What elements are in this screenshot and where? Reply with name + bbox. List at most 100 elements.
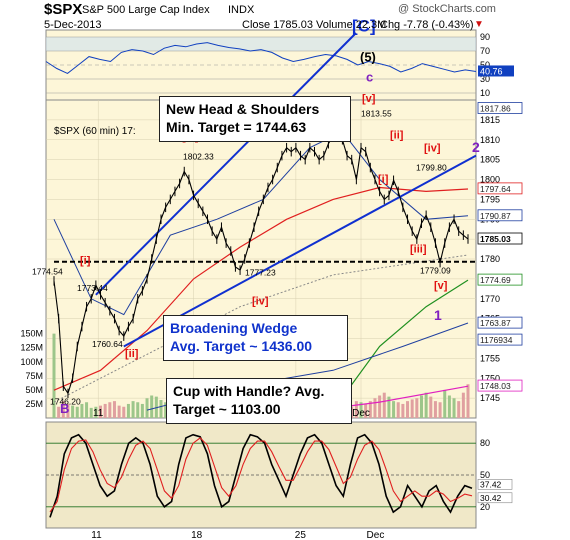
volume-bar xyxy=(99,405,103,418)
volume-bar xyxy=(466,384,470,418)
stochastic-right-badge-label: 30.42 xyxy=(480,493,502,503)
stochastic-x-tick-label: 18 xyxy=(191,530,203,540)
volume-bar xyxy=(52,333,56,418)
price-tick-label: 1805 xyxy=(480,155,500,165)
price-tick-label: 1745 xyxy=(480,393,500,403)
price-level-annotation: 1799.80 xyxy=(416,162,447,172)
price-right-badge xyxy=(477,232,523,245)
price-right-badge-label: 1763.87 xyxy=(480,318,511,328)
chart-volume: Volume 22.3M xyxy=(316,19,387,31)
price-right-badge-label: 1817.86 xyxy=(480,104,511,114)
price-level-annotation: 1774.54 xyxy=(32,266,63,276)
volume-tick-label: 75M xyxy=(25,371,43,381)
price-level-annotation: 1813.55 xyxy=(361,109,392,119)
volume-tick-label: 150M xyxy=(20,329,43,339)
price-level-annotation: 1760.64 xyxy=(92,339,123,349)
price-level-annotation: 1746.20 xyxy=(50,396,81,406)
elliott-wave-label: [i] xyxy=(80,255,91,267)
price-level-annotation: 1773.44 xyxy=(77,283,108,293)
volume-bar xyxy=(71,405,75,418)
volume-bar xyxy=(443,389,447,418)
elliott-wave-label: [ii] xyxy=(125,348,139,360)
volume-bar xyxy=(438,402,442,418)
price-tick-label: 1815 xyxy=(480,115,500,125)
volume-bar xyxy=(364,403,368,418)
price-right-badge-label: 1797.64 xyxy=(480,184,511,194)
volume-bar xyxy=(112,401,116,418)
price-tick-label: 1780 xyxy=(480,254,500,264)
rsi-overbought-band xyxy=(46,37,476,51)
price-level-annotation: 1802.33 xyxy=(183,152,214,162)
rsi-tick-label: 30 xyxy=(480,74,490,84)
chart-change: Chg -7.78 (-0.43%) xyxy=(380,19,474,31)
elliott-wave-label: (5) xyxy=(360,49,376,64)
volume-bar xyxy=(103,403,107,418)
dotted-channel-line xyxy=(53,254,469,403)
ma-green-line xyxy=(332,279,469,411)
price-right-badge-label: 1774.69 xyxy=(480,275,511,285)
volume-bar xyxy=(373,398,377,418)
price-tick-label: 1795 xyxy=(480,194,500,204)
stochastic-fast-line xyxy=(49,433,473,518)
volume-bar xyxy=(392,401,396,418)
elliott-wave-label: [ii] xyxy=(390,130,404,142)
elliott-wave-label: [v] xyxy=(434,280,448,292)
chart-close: Close 1785.03 xyxy=(242,19,313,31)
volume-bar xyxy=(410,399,414,418)
volume-bar xyxy=(80,403,84,418)
volume-bar xyxy=(354,401,358,418)
stochastic-x-tick-label: 25 xyxy=(295,530,307,540)
price-tick-label: 1770 xyxy=(480,294,500,304)
volume-bar xyxy=(406,401,410,418)
price-right-badge xyxy=(477,316,523,329)
ma-red-line xyxy=(53,186,469,391)
elliott-wave-label: [iv] xyxy=(252,295,269,307)
volume-bar xyxy=(433,401,437,418)
volume-bar xyxy=(415,398,419,418)
volume-bar xyxy=(61,401,65,418)
price-level-annotation: 1779.09 xyxy=(420,266,451,276)
stochastic-right-badge xyxy=(477,492,513,504)
rsi-tick-label: 70 xyxy=(480,46,490,56)
volume-tick-label: 125M xyxy=(20,343,43,353)
price-right-badge xyxy=(477,333,523,346)
stochastic-right-badge xyxy=(477,479,513,490)
volume-bar xyxy=(368,401,372,418)
elliott-wave-label: 2 xyxy=(472,139,480,155)
price-x-tick-label: Dec xyxy=(352,408,370,419)
stochastic-slow-line xyxy=(49,437,473,513)
elliott-wave-label: c xyxy=(366,70,373,85)
volume-bar xyxy=(94,406,98,418)
change-arrow-icon: ▼ xyxy=(474,19,484,30)
volume-bar xyxy=(159,400,163,418)
volume-bar xyxy=(461,392,465,418)
price-line xyxy=(53,123,469,395)
stockcharts-watermark: @ StockCharts.com xyxy=(398,3,496,15)
price-right-badge xyxy=(477,273,523,286)
price-right-badge xyxy=(477,379,523,392)
price-right-badge xyxy=(477,209,523,222)
price-right-badge-label: 1790.87 xyxy=(480,211,511,221)
stochastic-x-tick-label: Dec xyxy=(367,530,385,540)
volume-bar xyxy=(108,402,112,418)
price-tick-label: 1750 xyxy=(480,373,500,383)
rsi-last-value-badge xyxy=(478,65,514,77)
chart-date: 5-Dec-2013 xyxy=(44,19,102,31)
elliott-wave-label: [v] xyxy=(362,93,376,105)
volume-bar xyxy=(140,403,144,418)
price-level-annotation: 1777.23 xyxy=(245,268,276,278)
rsi-last-value-label: 40.76 xyxy=(480,66,503,76)
rsi-tick-label: 10 xyxy=(480,88,490,98)
volume-bar xyxy=(131,401,135,418)
volume-bar xyxy=(382,392,386,418)
price-right-badge-label: 1176934 xyxy=(480,335,513,345)
volume-bar xyxy=(145,398,149,418)
volume-bar xyxy=(401,403,405,418)
cup-with-handle-note: Cup with Handle? Avg. Target ~ 1103.00 xyxy=(166,378,352,424)
stochastic-tick-label: 80 xyxy=(480,438,490,448)
price-tick-label: 1800 xyxy=(480,175,500,185)
volume-bar xyxy=(359,402,363,418)
price-right-badge xyxy=(477,102,523,114)
volume-tick-label: 25M xyxy=(25,399,43,409)
